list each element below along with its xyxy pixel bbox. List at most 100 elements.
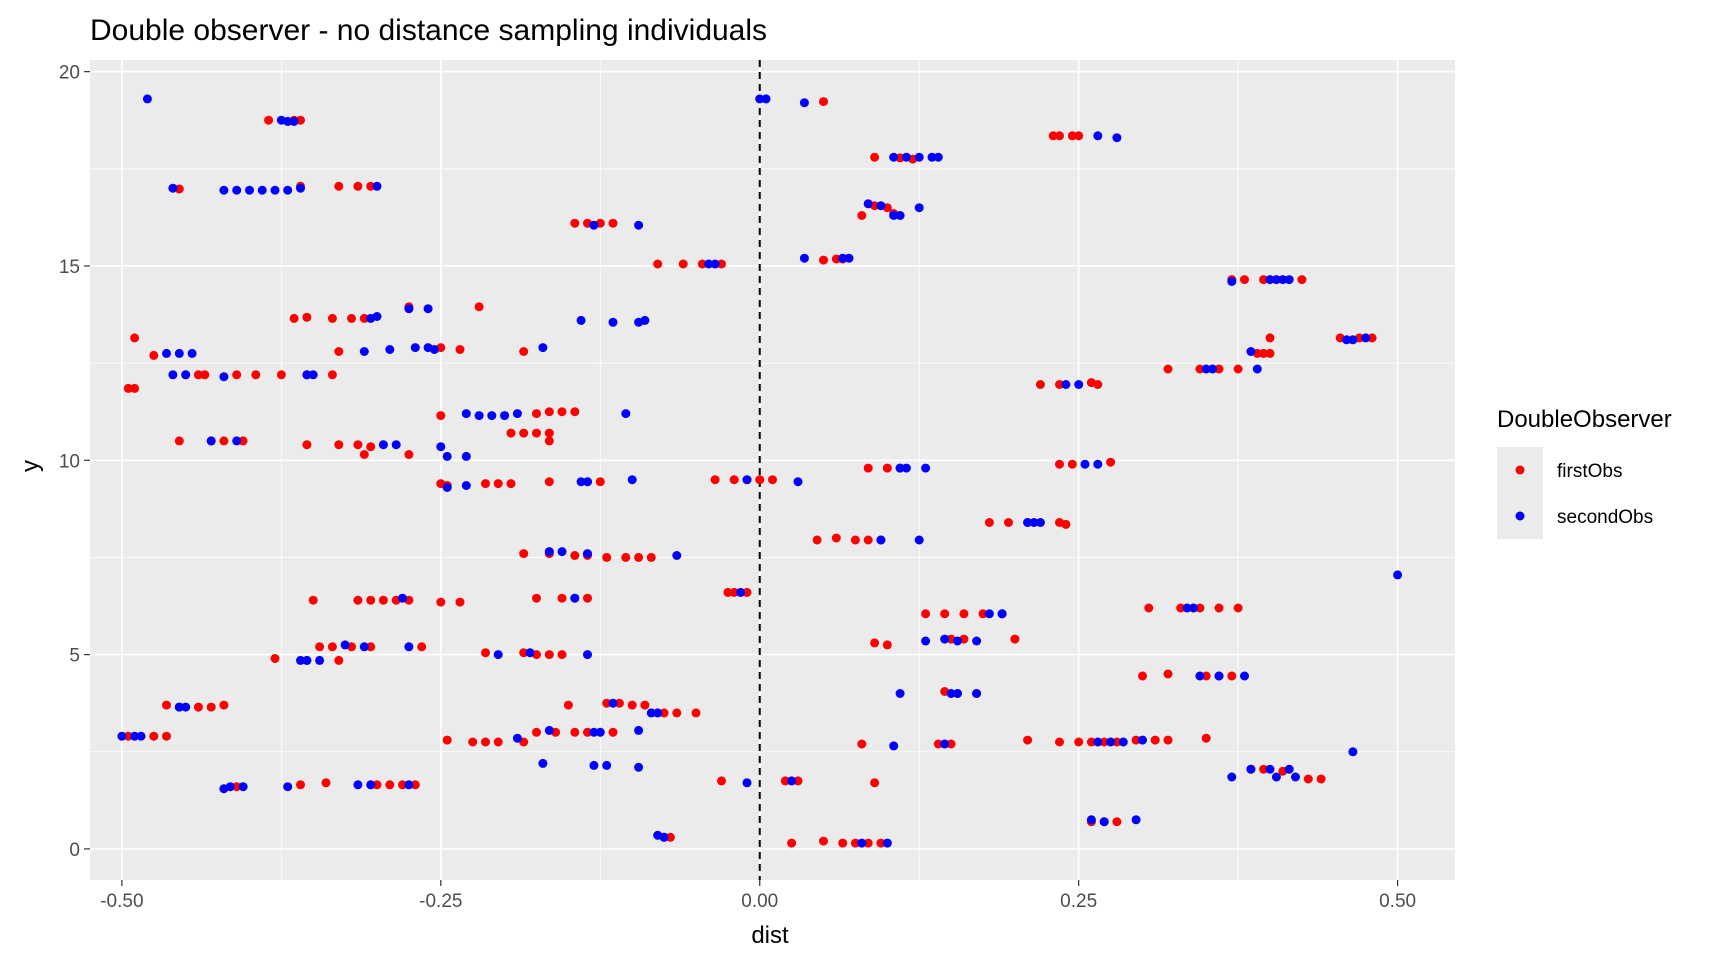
data-point-firstObs: [621, 552, 631, 562]
data-point-secondObs: [646, 708, 656, 718]
data-point-firstObs: [697, 259, 707, 269]
data-point-secondObs: [882, 838, 892, 848]
data-point-firstObs: [710, 475, 720, 485]
data-point-firstObs: [366, 642, 376, 652]
data-point-firstObs: [372, 780, 382, 790]
data-point-firstObs: [493, 479, 503, 489]
data-point-secondObs: [901, 152, 911, 162]
data-point-secondObs: [793, 477, 803, 487]
legend: DoubleObserver firstObs secondObs: [1497, 406, 1672, 539]
data-point-firstObs: [870, 638, 880, 648]
data-point-firstObs: [838, 838, 848, 848]
data-point-firstObs: [334, 655, 344, 665]
data-point-secondObs: [927, 152, 937, 162]
data-point-secondObs: [181, 702, 191, 712]
x-tick-label: 0.50: [1379, 891, 1416, 912]
data-point-secondObs: [710, 259, 720, 269]
data-point-firstObs: [385, 780, 395, 790]
data-point-firstObs: [334, 181, 344, 191]
data-point-secondObs: [1348, 747, 1358, 757]
data-point-secondObs: [232, 436, 242, 446]
data-point-secondObs: [844, 253, 854, 263]
data-point-firstObs: [1023, 735, 1033, 745]
data-point-firstObs: [570, 727, 580, 737]
data-point-secondObs: [245, 185, 254, 195]
series-secondObs: [117, 94, 1403, 848]
data-point-secondObs: [1246, 347, 1256, 356]
data-point-secondObs: [474, 411, 484, 421]
data-point-firstObs: [347, 313, 356, 323]
data-point-firstObs: [519, 428, 529, 438]
data-point-secondObs: [461, 481, 471, 490]
data-point-firstObs: [532, 593, 541, 603]
data-point-firstObs: [193, 702, 203, 712]
data-point-firstObs: [481, 479, 490, 489]
data-point-firstObs: [863, 535, 873, 545]
data-point-secondObs: [799, 98, 809, 108]
data-point-secondObs: [608, 698, 618, 708]
data-point-secondObs: [742, 778, 752, 788]
legend-label-firstobs: firstObs: [1557, 461, 1622, 482]
data-point-secondObs: [130, 731, 140, 741]
data-point-firstObs: [442, 735, 452, 745]
data-point-secondObs: [799, 253, 809, 263]
data-point-firstObs: [1086, 737, 1096, 747]
data-point-firstObs: [946, 739, 956, 749]
data-point-secondObs: [1182, 603, 1192, 613]
data-point-secondObs: [997, 609, 1007, 619]
data-point-firstObs: [863, 838, 873, 848]
data-point-firstObs: [327, 642, 337, 652]
data-point-firstObs: [1163, 735, 1173, 745]
data-point-secondObs: [378, 440, 388, 450]
data-point-firstObs: [200, 370, 210, 380]
data-point-secondObs: [1118, 737, 1128, 747]
data-point-secondObs: [1342, 335, 1352, 345]
data-point-firstObs: [1144, 603, 1154, 613]
data-point-secondObs: [493, 650, 503, 660]
data-point-secondObs: [972, 636, 982, 646]
data-point-firstObs: [1067, 131, 1077, 141]
data-point-secondObs: [704, 259, 714, 269]
data-point-secondObs: [1080, 459, 1090, 469]
data-point-firstObs: [264, 115, 274, 125]
data-point-firstObs: [1303, 774, 1313, 784]
data-point-secondObs: [576, 315, 586, 325]
data-point-firstObs: [123, 383, 133, 393]
data-point-secondObs: [117, 731, 127, 741]
data-point-firstObs: [595, 477, 605, 487]
data-point-firstObs: [238, 436, 248, 446]
data-point-firstObs: [665, 832, 675, 842]
data-point-firstObs: [1176, 603, 1186, 613]
data-point-firstObs: [570, 407, 580, 417]
data-point-firstObs: [1214, 364, 1224, 374]
data-point-secondObs: [283, 116, 293, 126]
data-point-secondObs: [863, 199, 873, 209]
data-point-secondObs: [761, 94, 771, 104]
data-point-firstObs: [602, 698, 612, 708]
data-point-firstObs: [321, 778, 331, 788]
data-point-secondObs: [889, 152, 899, 162]
data-point-firstObs: [933, 739, 943, 749]
data-point-firstObs: [787, 838, 797, 848]
data-point-firstObs: [519, 549, 529, 559]
data-point-firstObs: [602, 552, 612, 562]
data-point-firstObs: [1233, 603, 1243, 613]
data-point-firstObs: [366, 595, 376, 605]
data-point-firstObs: [1067, 459, 1077, 469]
data-point-secondObs: [640, 315, 650, 325]
data-point-secondObs: [1240, 671, 1249, 681]
data-point-secondObs: [270, 185, 280, 195]
data-point-firstObs: [481, 737, 490, 747]
data-point-firstObs: [812, 535, 822, 545]
data-point-secondObs: [914, 203, 924, 213]
data-point-firstObs: [544, 477, 554, 487]
data-point-firstObs: [1195, 603, 1205, 613]
data-point-firstObs: [353, 440, 363, 450]
data-point-secondObs: [1093, 737, 1103, 747]
data-point-secondObs: [901, 463, 911, 473]
data-point-firstObs: [359, 450, 369, 459]
data-point-firstObs: [162, 700, 171, 710]
data-point-firstObs: [532, 727, 541, 737]
data-point-secondObs: [659, 832, 669, 842]
